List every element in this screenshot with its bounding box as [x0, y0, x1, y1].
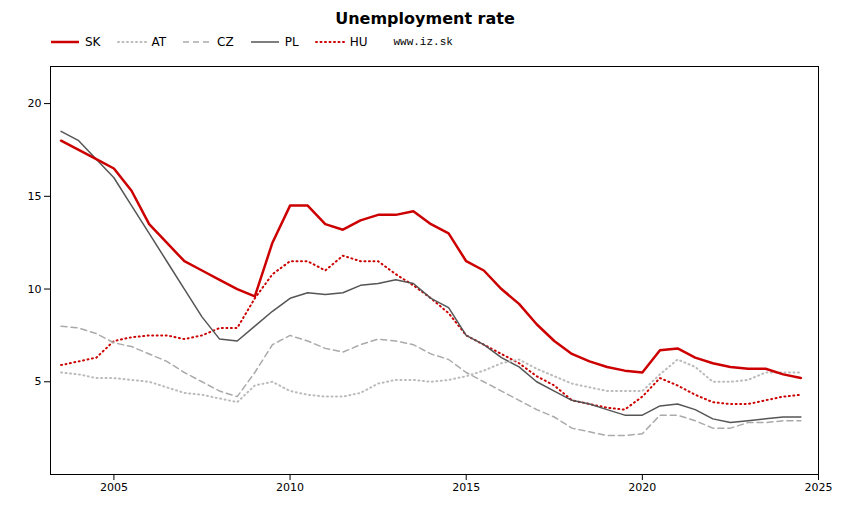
html-text:HU: HU	[349, 35, 368, 49]
svg-text:2020: 2020	[628, 481, 656, 494]
svg-text:20: 20	[28, 97, 42, 110]
html-text:AT: AT	[151, 35, 167, 49]
html-text:www.iz.sk: www.iz.sk	[393, 36, 453, 48]
html-text:CZ: CZ	[217, 35, 234, 49]
svg-text:2015: 2015	[452, 481, 480, 494]
svg-text:2010: 2010	[276, 481, 304, 494]
svg-text:2005: 2005	[100, 481, 128, 494]
svg-text:10: 10	[28, 283, 42, 296]
svg-text:2025: 2025	[805, 481, 833, 494]
html-text:Unemployment rate: Unemployment rate	[335, 9, 515, 28]
html-text:SK: SK	[85, 35, 101, 49]
html-text:PL: PL	[284, 35, 299, 49]
svg-text:5: 5	[35, 375, 42, 388]
svg-text:15: 15	[28, 190, 42, 203]
